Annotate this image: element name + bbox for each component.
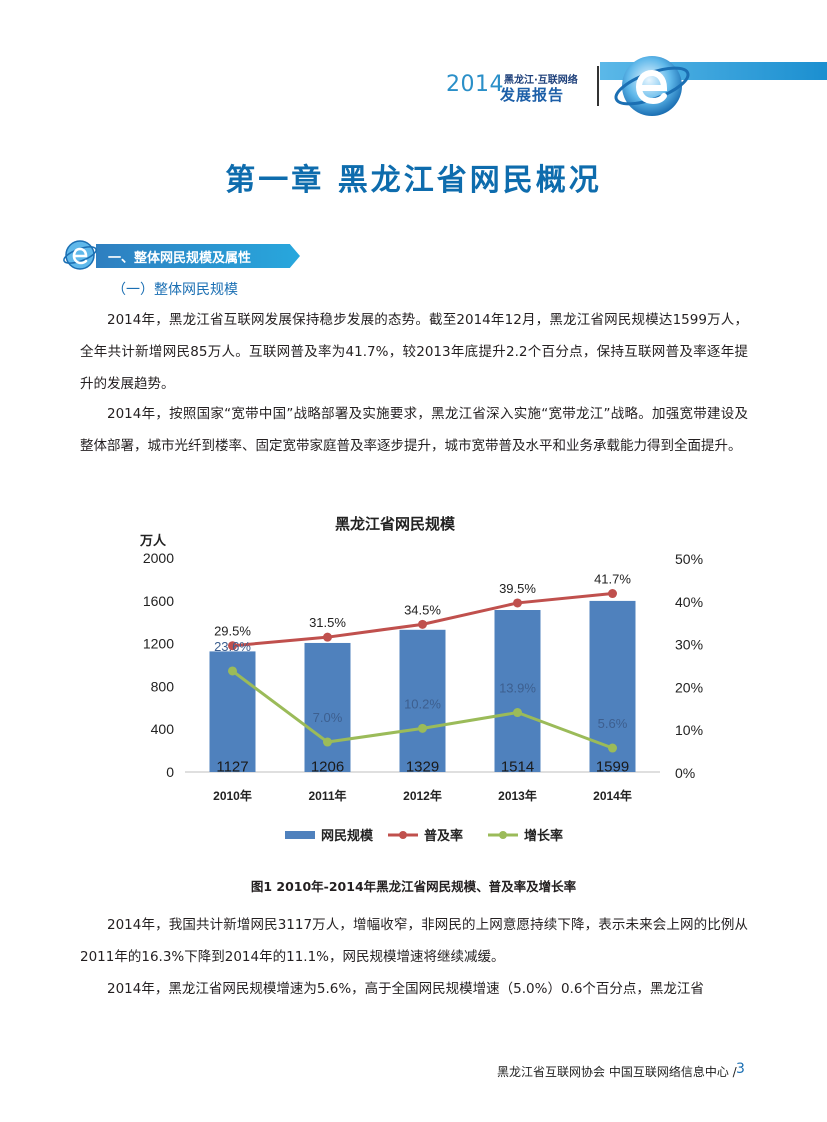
right-tick-label: 10% bbox=[675, 722, 703, 738]
left-tick-label: 1600 bbox=[143, 593, 174, 609]
y-axis-label: 万人 bbox=[139, 533, 167, 548]
legend-label: 增长率 bbox=[524, 828, 563, 843]
header-title: 发展报告 bbox=[500, 86, 565, 104]
series-point bbox=[418, 723, 427, 733]
header-subtitle: 黑龙江·互联网络 bbox=[504, 75, 578, 86]
bar bbox=[399, 629, 446, 772]
right-tick-label: 0% bbox=[675, 765, 695, 781]
x-tick-label: 2014年 bbox=[593, 788, 632, 803]
series-point bbox=[513, 708, 522, 718]
section-e-icon bbox=[63, 240, 97, 270]
header-year: 2014 bbox=[446, 72, 504, 97]
figure-caption: 图1 2010年-2014年黑龙江省网民规模、普及率及增长率 bbox=[250, 879, 577, 894]
legend-label: 普及率 bbox=[424, 828, 463, 843]
bar-value-label: 1206 bbox=[311, 759, 344, 776]
left-tick-label: 2000 bbox=[143, 550, 174, 566]
right-tick-label: 20% bbox=[675, 679, 703, 695]
series-value-label: 39.5% bbox=[499, 581, 536, 596]
bar-value-label: 1127 bbox=[216, 759, 248, 776]
x-tick-label: 2011年 bbox=[308, 788, 346, 803]
legend-marker bbox=[499, 831, 507, 839]
series-value-label: 10.2% bbox=[404, 696, 441, 711]
series-point bbox=[513, 598, 522, 608]
series-point bbox=[228, 666, 237, 676]
right-tick-label: 30% bbox=[675, 637, 703, 653]
chart: 万人 0 400 800 1200 1600 2000 0% 10% 20% 30% 40% 50% 20… bbox=[139, 533, 703, 843]
series-value-label: 41.7% bbox=[594, 572, 631, 587]
header-divider bbox=[597, 66, 599, 106]
series-point bbox=[418, 619, 427, 629]
chart-title: 黑龙江省网民规模 bbox=[335, 515, 456, 533]
right-tick-label: 50% bbox=[675, 551, 703, 567]
section-title: 一、整体网民规模及属性 bbox=[108, 251, 252, 266]
x-tick-label: 2012年 bbox=[403, 788, 442, 803]
paragraph-1: 2014年，黑龙江省互联网发展保持稳步发展的态势。截至2014年12月，黑龙江省… bbox=[80, 312, 748, 392]
bar-value-label: 1599 bbox=[596, 759, 629, 776]
left-tick-label: 0 bbox=[166, 764, 174, 780]
legend-swatch bbox=[285, 831, 315, 839]
paragraph-2: 2014年，按照国家“宽带中国”战略部署及实施要求，黑龙江省深入实施“宽带龙江”… bbox=[80, 406, 748, 454]
left-tick-label: 1200 bbox=[143, 636, 174, 652]
series-value-label: 34.5% bbox=[404, 602, 441, 617]
series-value-label: 29.5% bbox=[214, 624, 251, 639]
section-bar bbox=[96, 244, 300, 268]
series-point bbox=[323, 737, 332, 747]
series-point bbox=[228, 641, 237, 651]
bar bbox=[304, 642, 351, 772]
series-point bbox=[608, 589, 617, 599]
paragraph-4: 2014年，黑龙江省网民规模增速为5.6%，高于全国网民规模增速（5.0%）0.… bbox=[107, 981, 704, 997]
left-tick-label: 800 bbox=[151, 678, 175, 694]
footer-org: 黑龙江省互联网协会 中国互联网络信息中心 / bbox=[497, 1065, 737, 1079]
legend-label: 网民规模 bbox=[321, 828, 374, 843]
right-tick-label: 40% bbox=[675, 594, 703, 610]
e-globe-logo-icon bbox=[614, 56, 690, 116]
paragraph-3: 2014年，我国共计新增网民3117万人，增幅收窄，非网民的上网意愿持续下降，表… bbox=[80, 917, 748, 965]
series-value-label: 23.6% bbox=[214, 639, 251, 654]
x-tick-label: 2010年 bbox=[213, 788, 252, 803]
bar bbox=[494, 610, 541, 772]
series-point bbox=[323, 632, 332, 642]
series-value-label: 7.0% bbox=[313, 710, 343, 725]
series-point bbox=[608, 743, 617, 753]
chapter-title: 第一章 黑龙江省网民概况 bbox=[225, 163, 602, 198]
bar-value-label: 1329 bbox=[406, 759, 439, 776]
page-number: 3 bbox=[736, 1061, 745, 1077]
subsection-title: （一）整体网民规模 bbox=[112, 282, 238, 298]
legend-marker bbox=[399, 831, 407, 839]
bar-value-label: 1514 bbox=[501, 759, 534, 776]
series-value-label: 13.9% bbox=[499, 681, 536, 696]
x-tick-label: 2013年 bbox=[498, 788, 537, 803]
series-value-label: 5.6% bbox=[598, 716, 628, 731]
left-tick-label: 400 bbox=[151, 721, 175, 737]
series-value-label: 31.5% bbox=[309, 615, 346, 630]
